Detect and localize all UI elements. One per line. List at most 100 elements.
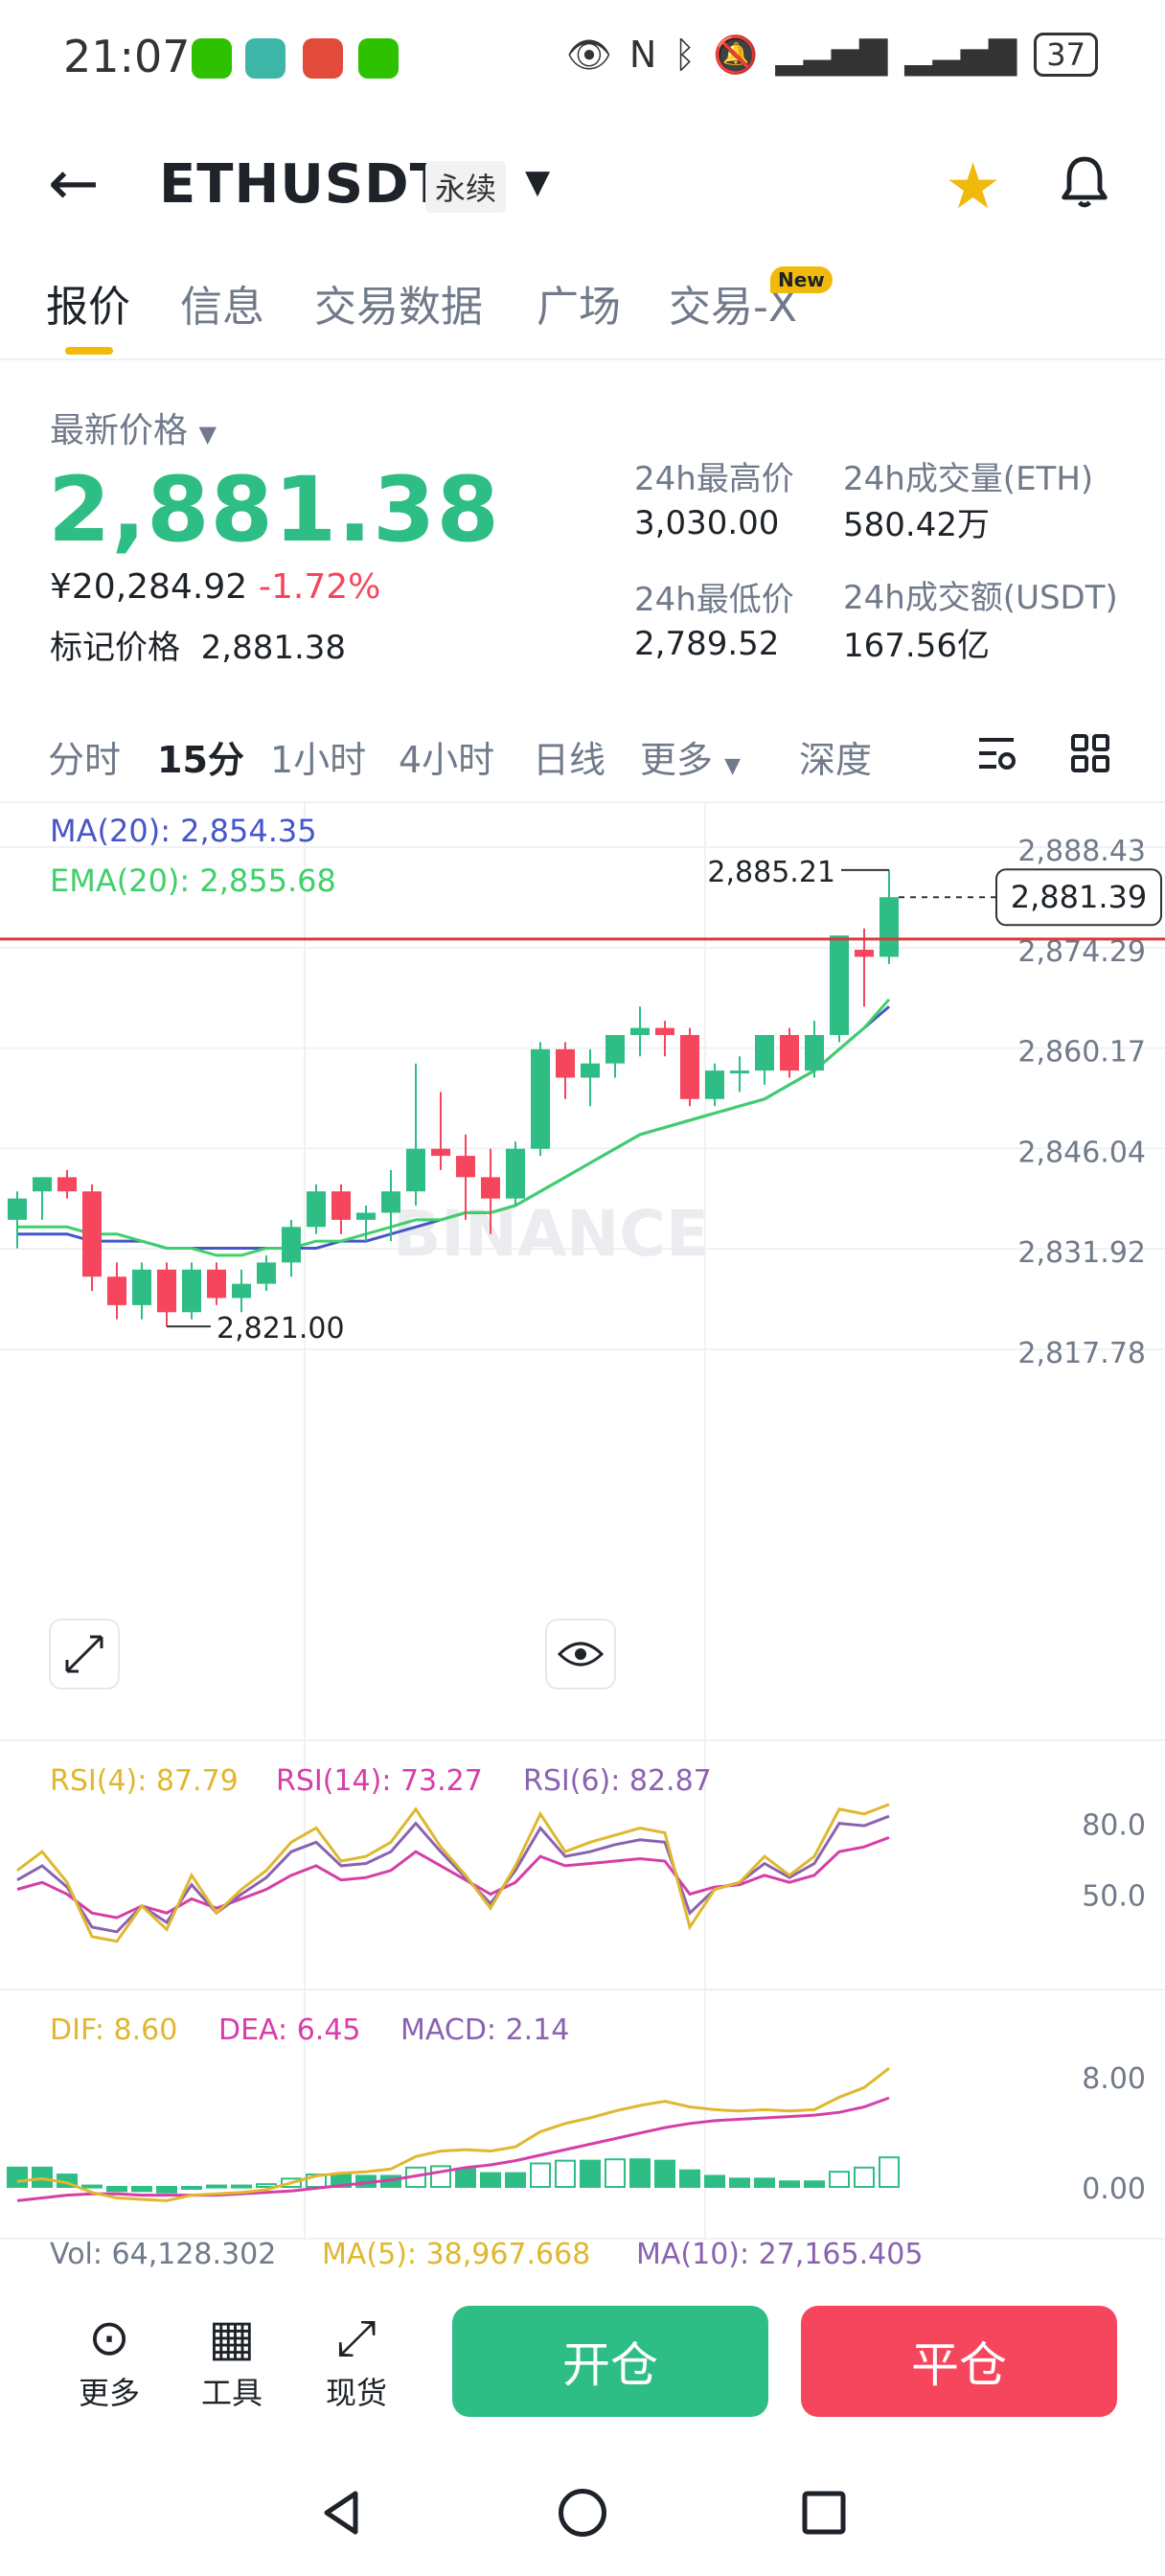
tab-quote[interactable]: 报价 <box>46 283 130 332</box>
candle <box>556 1048 575 1078</box>
macd-histogram-bar <box>455 2168 476 2189</box>
candle <box>207 1269 226 1299</box>
low-marker-label: 2,821.00 <box>217 1312 345 1346</box>
candle <box>680 1035 699 1099</box>
price-chart[interactable]: BINANCE 2,888.43 2,874.29 2,860.17 2,846.04… <box>0 803 1165 2279</box>
ma20-label: MA(20): 2,854.35 <box>50 813 317 849</box>
more-icon: ⊙ <box>88 2310 130 2367</box>
mute-icon: 🔕 <box>713 33 759 76</box>
macd-label: MACD: 2.14 <box>400 2013 569 2047</box>
nav-home-icon[interactable] <box>554 2484 611 2542</box>
tf-15m[interactable]: 15分 <box>157 739 244 781</box>
macd-histogram-bar <box>829 2171 850 2189</box>
macd-histogram-bar <box>729 2177 750 2188</box>
mark-price: 标记价格 2,881.38 <box>50 629 347 667</box>
macd-tick-label: 0.00 <box>1082 2173 1146 2206</box>
tab-trading-data[interactable]: 交易数据 <box>314 283 483 332</box>
tf-4h[interactable]: 4小时 <box>399 739 495 781</box>
grid-layout-icon[interactable] <box>1067 730 1113 776</box>
rsi-tick-label: 80.0 <box>1082 1809 1146 1843</box>
candle <box>605 1035 625 1064</box>
ema20-label: EMA(20): 2,855.68 <box>50 862 336 899</box>
latest-price-label[interactable]: 最新价格 ▼ <box>50 411 217 450</box>
fullscreen-button[interactable] <box>49 1619 120 1690</box>
candle <box>182 1269 201 1313</box>
candle <box>132 1269 151 1305</box>
binance-watermark: BINANCE <box>393 1197 709 1271</box>
status-time: 21:07 <box>63 31 191 82</box>
candle <box>57 1177 77 1192</box>
candle <box>107 1276 126 1305</box>
price-tick-label: 2,874.29 <box>1017 935 1146 969</box>
macd-histogram-bar <box>704 2174 725 2188</box>
system-nav-bar <box>0 2451 1165 2576</box>
more-button[interactable]: ⊙ 更多 <box>52 2308 167 2413</box>
rsi4-label: RSI(4): 87.79 <box>50 1764 239 1798</box>
bell-icon[interactable] <box>1054 151 1115 213</box>
macd-histogram-bar <box>629 2158 651 2188</box>
eye-toggle-button[interactable] <box>545 1619 616 1690</box>
open-position-button[interactable]: 开仓 <box>452 2306 768 2417</box>
macd-histogram-bar <box>480 2172 501 2188</box>
volume-usdt-value: 167.56亿 <box>843 627 990 665</box>
candle <box>82 1191 102 1277</box>
volume-eth-label: 24h成交量(ETH) <box>843 460 1094 498</box>
candle <box>481 1177 500 1199</box>
current-price-marker: 2,881.39 <box>899 868 1162 927</box>
candle <box>232 1283 251 1299</box>
tf-1h[interactable]: 1小时 <box>270 739 367 781</box>
tf-depth[interactable]: 深度 <box>799 739 873 781</box>
close-position-button[interactable]: 平仓 <box>801 2306 1117 2417</box>
back-arrow-icon[interactable]: ← <box>48 149 100 219</box>
tab-square[interactable]: 广场 <box>537 283 621 332</box>
tab-info[interactable]: 信息 <box>180 283 264 332</box>
macd-histogram-bar <box>679 2169 700 2188</box>
macd-histogram-bar <box>580 2159 601 2189</box>
candle <box>381 1191 400 1213</box>
candle <box>33 1177 52 1192</box>
candle <box>879 897 899 957</box>
price-tick-label: 2,831.92 <box>1017 1236 1146 1270</box>
candle <box>755 1035 774 1071</box>
high-value: 3,030.00 <box>634 504 780 542</box>
macd-histogram-bar <box>505 2172 526 2188</box>
price-cny: ¥20,284.92 <box>50 567 248 607</box>
high-marker-label: 2,885.21 <box>707 856 835 889</box>
macd-histogram-bar <box>106 2186 127 2193</box>
nfc-icon: N <box>628 34 657 76</box>
chart-settings-icon[interactable] <box>973 730 1019 776</box>
caret-down-icon[interactable]: ▼ <box>525 163 551 201</box>
active-tab-indicator <box>65 347 113 355</box>
dif-label: DIF: 8.60 <box>50 2013 177 2047</box>
macd-histogram-bar <box>181 2186 202 2190</box>
spot-button[interactable]: ⤢ 现货 <box>299 2308 414 2413</box>
star-icon[interactable]: ★ <box>945 150 1002 223</box>
candle <box>705 1070 724 1099</box>
tf-more[interactable]: 更多 ▼ <box>640 739 742 781</box>
current-price-label: 2,881.39 <box>1011 879 1148 915</box>
tf-daily[interactable]: 日线 <box>533 739 606 781</box>
battery-icon: 37 <box>1034 33 1098 77</box>
tf-time-sharing[interactable]: 分时 <box>48 739 122 781</box>
candle <box>431 1148 450 1157</box>
candle <box>506 1148 525 1199</box>
new-badge: New <box>770 266 833 293</box>
candle <box>406 1148 425 1192</box>
price-tick-label: 2,860.17 <box>1017 1036 1146 1070</box>
macd-histogram-bar <box>804 2180 825 2188</box>
low-value: 2,789.52 <box>634 625 780 663</box>
dif-line <box>16 2067 890 2202</box>
nav-recents-icon[interactable] <box>795 2484 853 2542</box>
tools-button[interactable]: ▦ 工具 <box>174 2308 289 2413</box>
symbol-title[interactable]: ETHUSDT <box>159 153 447 216</box>
macd-histogram-bar <box>256 2183 277 2188</box>
candle <box>855 950 874 957</box>
contract-type-badge: 永续 <box>425 161 507 213</box>
candle <box>630 1027 650 1036</box>
price-tick-label: 2,846.04 <box>1017 1136 1146 1169</box>
high-label: 24h最高价 <box>634 460 794 498</box>
volume-usdt-label: 24h成交额(USDT) <box>843 579 1118 617</box>
wechat-pay-icon <box>358 38 399 79</box>
caret-down-icon: ▼ <box>724 754 742 778</box>
nav-back-icon[interactable] <box>312 2484 370 2542</box>
